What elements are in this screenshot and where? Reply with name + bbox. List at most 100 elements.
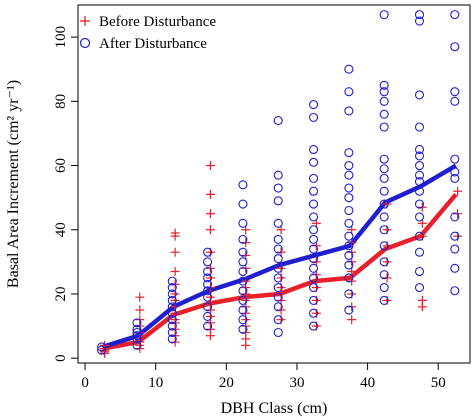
after-point [203, 302, 213, 312]
after-point [132, 334, 142, 344]
after-point [379, 257, 389, 267]
after-point [167, 282, 177, 293]
after-point [450, 96, 460, 106]
before-point [417, 295, 427, 305]
after-point [344, 260, 354, 270]
legend: Before Disturbance After Disturbance [79, 14, 216, 52]
after-point [309, 273, 319, 283]
after-point [344, 273, 354, 283]
after-point [414, 144, 425, 155]
after-point [414, 266, 425, 277]
after-point [167, 334, 177, 344]
before-point [205, 209, 215, 219]
after-point [379, 199, 389, 209]
after-point [238, 266, 248, 277]
mean-lines [102, 163, 458, 351]
after-point [167, 276, 177, 286]
before-point [170, 266, 180, 276]
after-point [132, 331, 142, 341]
after-point [379, 154, 389, 164]
after-point [238, 234, 248, 244]
y-tick-label: 0 [53, 354, 69, 362]
after-point [273, 282, 283, 293]
after-point [273, 234, 283, 244]
after-point [414, 177, 425, 187]
after-point [309, 254, 319, 264]
after-point [379, 80, 389, 90]
after-point [203, 311, 213, 321]
after-point [203, 321, 213, 331]
after-point [344, 205, 354, 216]
legend-label: Before Disturbance [99, 14, 216, 30]
after-point [273, 254, 283, 264]
y-tick-label: 40 [53, 222, 69, 237]
after-point [203, 286, 213, 296]
legend-circle-icon [79, 37, 91, 49]
after-point [309, 144, 319, 155]
after-point [344, 193, 354, 203]
after-point [414, 282, 425, 293]
after-point [344, 250, 354, 260]
after-point [132, 327, 142, 338]
plot-frame [77, 4, 471, 364]
after-point [344, 160, 354, 171]
after-point [309, 99, 319, 110]
after-point [450, 167, 460, 177]
after-point [309, 186, 319, 196]
after-point [238, 276, 248, 286]
after-point [450, 173, 460, 183]
y-axis: 0 20 40 60 80 100 [53, 26, 78, 362]
after-point [344, 241, 354, 251]
after-point [414, 160, 425, 171]
after-point [238, 305, 248, 315]
after-point [414, 122, 425, 132]
after-point [273, 292, 283, 302]
after-point [167, 321, 177, 331]
after-point [344, 183, 354, 193]
before-point [347, 315, 357, 325]
after-point [238, 247, 248, 257]
after-point [414, 247, 425, 257]
after-point [379, 212, 389, 222]
before-point [99, 340, 109, 350]
after-point [167, 289, 177, 299]
legend-plus-icon [80, 16, 90, 26]
after-point [344, 106, 354, 116]
before-point [170, 228, 180, 238]
after-point [309, 112, 319, 122]
mean-line-before [102, 192, 458, 351]
after-point [273, 218, 283, 228]
after-point [379, 122, 389, 132]
x-tick-label: 0 [81, 375, 89, 391]
after-point [238, 295, 248, 305]
x-axis-title: DBH Class (cm) [221, 400, 328, 417]
before-point [170, 247, 180, 257]
after-point [414, 16, 425, 26]
after-point [238, 218, 248, 228]
after-point [450, 263, 460, 273]
after-point [309, 212, 319, 222]
after-point [414, 231, 425, 241]
after-point [450, 244, 460, 254]
after-point [203, 292, 213, 302]
after-point [273, 315, 283, 325]
after-point [379, 270, 389, 280]
after-point [203, 247, 213, 257]
after-point [450, 212, 460, 222]
after-point [238, 286, 248, 296]
after-point [238, 315, 248, 325]
after-point [273, 170, 283, 180]
after-point [238, 324, 248, 334]
after-point [379, 10, 389, 20]
after-point [414, 151, 425, 161]
after-point [203, 266, 213, 277]
data-points [97, 10, 463, 358]
after-point [309, 244, 319, 254]
after-point [203, 273, 213, 283]
after-point [414, 90, 425, 100]
after-point [344, 87, 354, 97]
after-point [379, 282, 389, 293]
y-axis-title: Basal Area Increment (cm² yr⁻¹) [5, 80, 22, 288]
mean-line-after [102, 163, 458, 350]
